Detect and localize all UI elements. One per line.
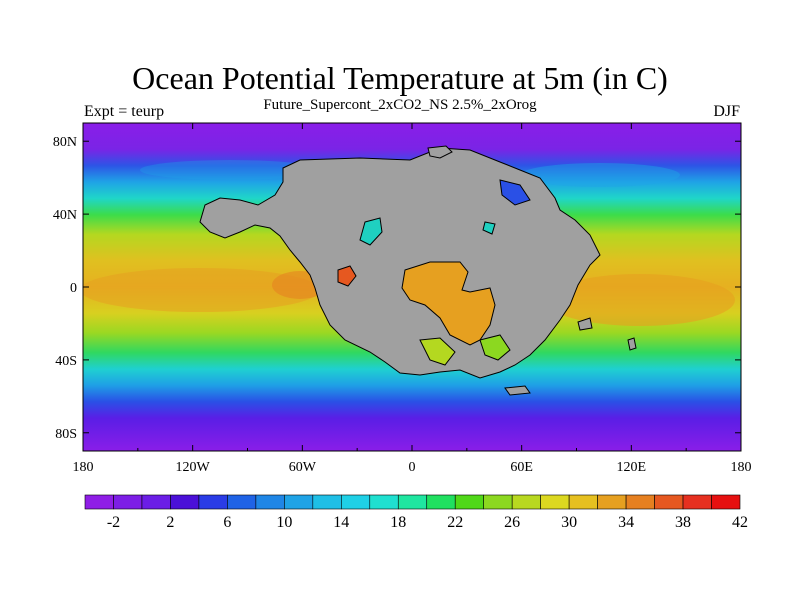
lon-tick-label: 120E (617, 460, 647, 475)
colorbar-label: 42 (732, 514, 748, 531)
colorbar-swatch (454, 494, 484, 510)
lon-tick-label: 60E (510, 460, 533, 475)
lon-tick-label: 0 (409, 460, 416, 475)
colorbar-swatch (597, 494, 627, 510)
colorbar-swatch (654, 494, 684, 510)
colorbar-label: 18 (390, 514, 406, 531)
lat-tick-label: 80N (53, 135, 77, 150)
colorbar-swatch (341, 494, 371, 510)
colorbar-swatch (369, 494, 399, 510)
colorbar-label: 22 (447, 514, 463, 531)
experiment-label: Expt = teurp (84, 103, 165, 120)
colorbar-swatch (483, 494, 513, 510)
longitude-axis: 180 120W 60W 0 60E 120E 180 (73, 123, 752, 475)
lat-tick-label: 80S (55, 427, 77, 442)
season-label: DJF (713, 103, 740, 120)
colorbar-swatch (568, 494, 598, 510)
lat-tick-label: 0 (70, 281, 77, 296)
colorbar-swatch (255, 494, 285, 510)
lon-tick-label: 180 (73, 460, 94, 475)
colorbar-label: 26 (504, 514, 520, 531)
colorbar-swatch (113, 494, 143, 510)
land-mass (199, 145, 637, 396)
colorbar-label: 10 (276, 514, 292, 531)
lat-tick-label: 40S (55, 354, 77, 369)
colorbar-swatch (540, 494, 570, 510)
colorbar-swatch (426, 494, 456, 510)
colorbar-swatch (682, 494, 712, 510)
colorbar: -2 2 6 10 14 18 22 26 30 34 38 42 (84, 494, 748, 531)
plot-subtitle: Future_Supercont_2xCO2_NS 2.5%_2xOrog (263, 97, 537, 113)
colorbar-label: 2 (166, 514, 174, 531)
colorbar-swatch (198, 494, 228, 510)
lon-tick-label: 60W (289, 460, 317, 475)
latitude-axis: 80N 40N 0 40S 80S (53, 135, 741, 442)
colorbar-swatch (625, 494, 655, 510)
colorbar-swatch (711, 494, 741, 510)
colorbar-swatch (284, 494, 314, 510)
colorbar-swatch (227, 494, 257, 510)
colorbar-swatch (141, 494, 171, 510)
plot-title: Ocean Potential Temperature at 5m (in C) (132, 60, 668, 96)
colorbar-label: 14 (333, 514, 349, 531)
colorbar-label: 6 (223, 514, 231, 531)
colorbar-label: 38 (675, 514, 691, 531)
colorbar-label: 34 (618, 514, 634, 531)
lat-tick-label: 40N (53, 208, 77, 223)
colorbar-label: 30 (561, 514, 577, 531)
colorbar-swatch (312, 494, 342, 510)
colorbar-swatch (511, 494, 541, 510)
colorbar-label: -2 (107, 514, 120, 531)
colorbar-swatch (170, 494, 200, 510)
colorbar-swatch (84, 494, 114, 510)
lon-tick-label: 180 (731, 460, 752, 475)
colorbar-swatch (397, 494, 428, 510)
lon-tick-label: 120W (176, 460, 211, 475)
